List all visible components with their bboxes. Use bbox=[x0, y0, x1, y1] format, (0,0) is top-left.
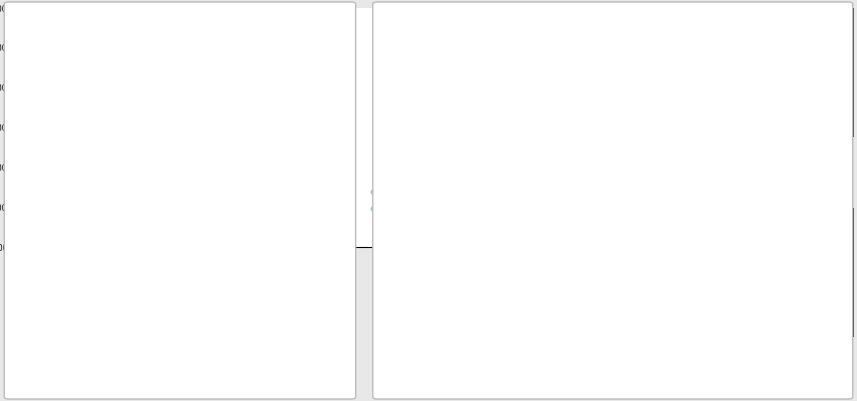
X-axis label: Age (Weeks): Age (Weeks) bbox=[734, 346, 776, 353]
Text: ##: ## bbox=[237, 207, 249, 212]
Y-axis label: Latency to fall (sec): Latency to fall (sec) bbox=[381, 41, 387, 103]
Text: *: * bbox=[577, 218, 581, 227]
Text: ###: ### bbox=[333, 207, 348, 212]
FancyArrow shape bbox=[381, 104, 396, 297]
Text: *P < 0.05 vs. Ara-C: *P < 0.05 vs. Ara-C bbox=[206, 261, 269, 267]
Legend: Ara-C, Ara-C+hMSC(1e5)-MI, Ara-C+hMSC(1e6)-MI: Ara-C, Ara-C+hMSC(1e5)-MI, Ara-C+hMSC(1e… bbox=[675, 142, 754, 165]
Text: *: * bbox=[550, 212, 554, 221]
Text: ###: ### bbox=[187, 207, 202, 212]
Text: *: * bbox=[338, 91, 343, 101]
Text: *: * bbox=[831, 23, 836, 32]
Text: ##: ## bbox=[286, 207, 297, 212]
Text: ###: ### bbox=[138, 207, 154, 212]
Y-axis label: Latency to fall (sec): Latency to fall (sec) bbox=[636, 241, 641, 303]
X-axis label: Age (Weeks): Age (Weeks) bbox=[166, 264, 223, 273]
Legend: Con  (n=5), Con+hMSC(1e5)-SI (n=5), Con+hMSC(1e6)-SI (n=5), Con+hMSC(1e5)-MI (n=: Con (n=5), Con+hMSC(1e5)-SI (n=5), Con+h… bbox=[23, 257, 136, 342]
X-axis label: Age (Weeks): Age (Weeks) bbox=[734, 147, 776, 153]
Legend: Ara-C, Ara-C+hMSC(1e6)-SI, Ara-C+hMSC(1e6)-MI: Ara-C, Ara-C+hMSC(1e6)-SI, Ara-C+hMSC(1e… bbox=[675, 342, 754, 365]
Text: ##P < 0.01, ###P < 0.001 vs. WT: ##P < 0.01, ###P < 0.001 vs. WT bbox=[206, 281, 323, 287]
Text: *: * bbox=[289, 87, 294, 97]
Legend: Ara-C, Ara-C+hMSC(1e5)-SI, Ara-C+hMSC(1e5)-MI: Ara-C, Ara-C+hMSC(1e5)-SI, Ara-C+hMSC(1e… bbox=[422, 342, 500, 365]
Y-axis label: Latency to fall (sec): Latency to fall (sec) bbox=[381, 241, 387, 303]
X-axis label: Age (Weeks): Age (Weeks) bbox=[480, 147, 522, 153]
Legend: Ara-C, Ara-C+hMSC(1e6)-SI, Ara-C+hMSC(1e6)-SI: Ara-C, Ara-C+hMSC(1e6)-SI, Ara-C+hMSC(1e… bbox=[422, 142, 498, 165]
Y-axis label: Latency to fall (sec): Latency to fall (sec) bbox=[636, 41, 641, 103]
X-axis label: Age (Weeks): Age (Weeks) bbox=[480, 346, 522, 353]
Text: *: * bbox=[805, 19, 809, 28]
Text: ##: ## bbox=[44, 207, 55, 212]
Text: ###: ### bbox=[90, 207, 105, 212]
